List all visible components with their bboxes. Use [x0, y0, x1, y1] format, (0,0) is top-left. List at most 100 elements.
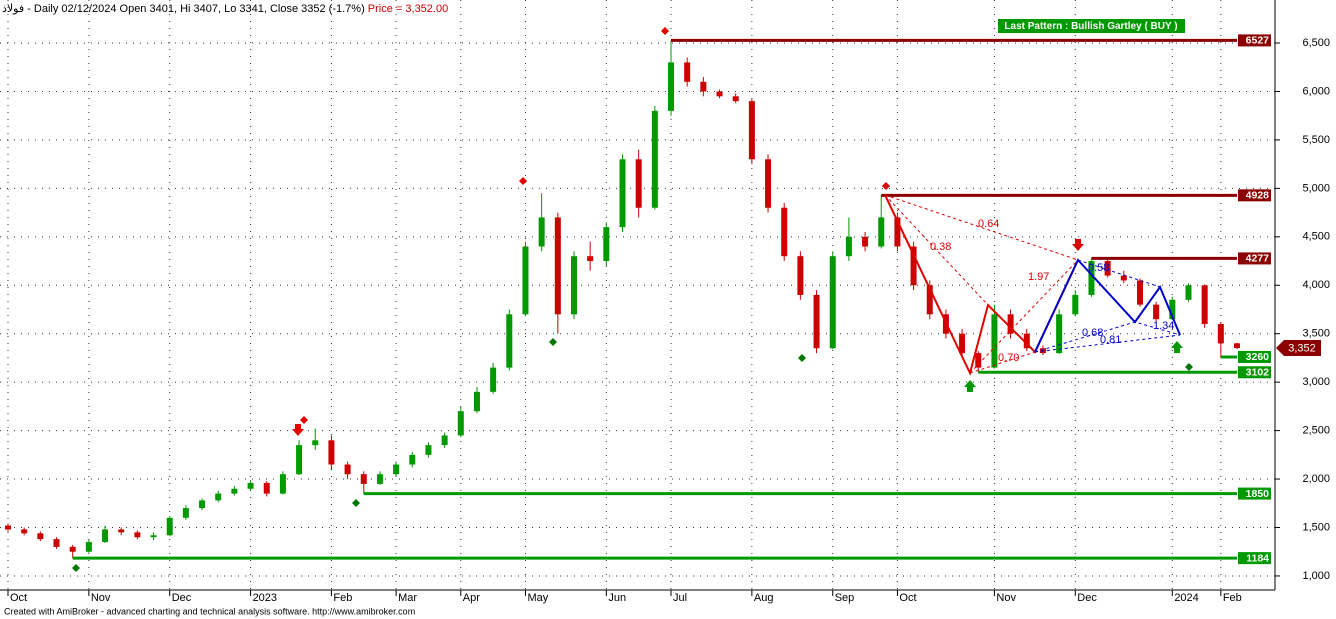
- x-tick-label: 2024: [1174, 592, 1198, 604]
- y-tick-label: 6,000: [1302, 85, 1330, 97]
- candle-body: [910, 246, 917, 286]
- candle-body: [829, 256, 836, 349]
- candle-body: [975, 353, 982, 368]
- y-tick-label: 3,000: [1302, 376, 1330, 388]
- pattern-dash: [969, 259, 1079, 374]
- candle-body: [231, 488, 238, 494]
- x-tick-label: Oct: [899, 592, 916, 604]
- x-tick-label: Mar: [398, 592, 417, 604]
- ratio-label: 0.70: [998, 352, 1019, 364]
- y-tick-label: 2,500: [1302, 425, 1330, 437]
- x-tick-label: May: [527, 592, 548, 604]
- grid: [0, 0, 1280, 596]
- candle-body: [53, 539, 60, 547]
- x-tick-label: Dec: [172, 592, 192, 604]
- chart-title: فولاذ - Daily 02/12/2024 Open 3401, Hi 3…: [2, 3, 448, 15]
- x-tick-label: Nov: [996, 592, 1016, 604]
- candle-body: [1217, 324, 1224, 344]
- candle-body: [1104, 261, 1111, 276]
- candle-body: [732, 96, 739, 102]
- levels: 6527 4928 4277 3260 3102 1850 1184: [72, 34, 1271, 565]
- markers: [72, 27, 1193, 572]
- pattern-box: [998, 19, 1185, 33]
- candle-body: [651, 110, 658, 208]
- candles: [5, 40, 1240, 559]
- candle-body: [959, 333, 966, 354]
- y-tick-label: 6,500: [1302, 37, 1330, 49]
- x-tick-label: 2023: [253, 592, 277, 604]
- candle-body: [1072, 294, 1079, 315]
- y-tick-label: 5,500: [1302, 134, 1330, 146]
- candle-body: [328, 440, 335, 465]
- candle-body: [134, 532, 141, 538]
- pattern-label: Last Pattern : Bullish Gartley ( BUY ): [1004, 21, 1177, 32]
- candle-body: [894, 217, 901, 247]
- candle-body: [457, 411, 464, 436]
- candle-body: [296, 445, 303, 475]
- x-tick-label: Oct: [10, 592, 27, 604]
- candle-body: [425, 445, 432, 455]
- candle-body: [102, 529, 109, 543]
- candle-body: [376, 474, 383, 484]
- price-subtitle: Price = 3,352.00: [368, 3, 448, 15]
- candle-body: [69, 546, 76, 552]
- pattern-dash: [884, 194, 989, 306]
- y-tick-label: 1,500: [1302, 521, 1330, 533]
- candle-body: [247, 482, 254, 489]
- candle-body: [862, 236, 869, 247]
- candle-body: [878, 217, 885, 247]
- y-tick-label: 4,500: [1302, 231, 1330, 243]
- x-tick-label: Jul: [673, 592, 687, 604]
- ratio-label: 0.68: [1082, 327, 1103, 339]
- candle-body: [716, 91, 723, 97]
- candle-body: [522, 246, 529, 315]
- candle-body: [1088, 261, 1095, 295]
- candle-body: [603, 227, 610, 262]
- y-tick-label: 2,000: [1302, 473, 1330, 485]
- candle-body: [926, 285, 933, 315]
- footer: Created with AmiBroker - advanced charti…: [4, 606, 415, 616]
- title: فولاذ - Daily 02/12/2024 Open 3401, Hi 3…: [2, 3, 365, 15]
- level-label: 4928: [1246, 190, 1270, 202]
- level-box: [1238, 552, 1271, 565]
- candle-body: [506, 314, 513, 368]
- x-tick-label: Feb: [1223, 592, 1242, 604]
- candle-body: [1201, 285, 1208, 325]
- candle-body: [312, 440, 319, 446]
- candle-body: [441, 435, 448, 446]
- candle-body: [700, 81, 707, 92]
- x-tick-label: Jun: [608, 592, 626, 604]
- candle-body: [1023, 333, 1030, 349]
- candle-body: [1007, 314, 1014, 334]
- candle-body: [748, 101, 755, 160]
- candle-body: [166, 517, 173, 536]
- candle-body: [635, 159, 642, 208]
- x-tick-label: Apr: [463, 592, 480, 604]
- candle-body: [1136, 280, 1143, 305]
- candle-body: [1185, 285, 1192, 300]
- pattern-dash: [969, 351, 1036, 374]
- peak-marker: [300, 27, 890, 424]
- level-box: [1238, 189, 1271, 202]
- candle-body: [199, 500, 206, 509]
- pattern-dash: [1034, 321, 1181, 353]
- candle-body: [813, 294, 820, 349]
- candle-body: [360, 474, 367, 484]
- candle-body: [619, 159, 626, 228]
- candle-body: [1169, 299, 1176, 320]
- candle-body: [845, 236, 852, 257]
- level-box: [1238, 366, 1271, 379]
- ratio-label: 0.64: [978, 218, 999, 230]
- candle-body: [1120, 275, 1127, 281]
- candle-body: [570, 256, 577, 315]
- level-box: [1238, 350, 1271, 363]
- x-tick-label: Sep: [835, 592, 855, 604]
- y-tick-label: 1,000: [1302, 570, 1330, 582]
- sell-arrow: [292, 239, 1084, 436]
- price-tag-label: 3,352: [1288, 342, 1316, 354]
- candle-body: [587, 256, 594, 262]
- pattern-dash: [1034, 334, 1181, 353]
- x-tick-label: Aug: [754, 592, 774, 604]
